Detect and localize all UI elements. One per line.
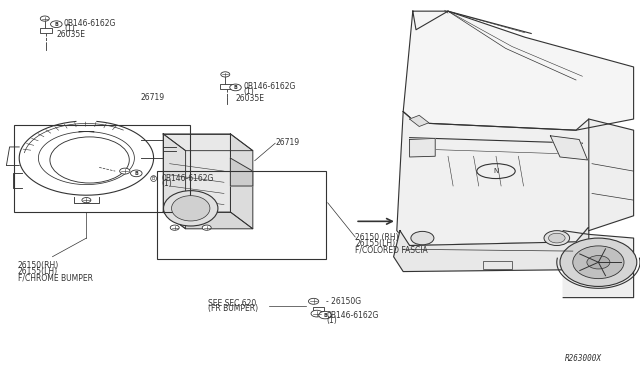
Text: 0B146-6162G: 0B146-6162G: [326, 311, 379, 320]
Ellipse shape: [573, 246, 624, 279]
Text: F/COLORED FASCIA: F/COLORED FASCIA: [355, 245, 428, 254]
Text: 26155(LH): 26155(LH): [355, 239, 396, 248]
Text: N: N: [493, 168, 499, 174]
Text: (1): (1): [64, 24, 75, 33]
Text: B: B: [323, 312, 327, 318]
Text: B: B: [134, 171, 138, 176]
Text: - 26150G: - 26150G: [326, 297, 362, 306]
Circle shape: [587, 256, 610, 269]
Ellipse shape: [560, 238, 637, 286]
Bar: [14, 125, 190, 212]
Text: 0B146-6162G: 0B146-6162G: [161, 174, 214, 183]
Polygon shape: [163, 212, 253, 229]
Circle shape: [221, 72, 230, 77]
Polygon shape: [589, 119, 634, 231]
Circle shape: [411, 231, 434, 245]
Circle shape: [51, 21, 62, 28]
Text: 26719: 26719: [275, 138, 300, 147]
Circle shape: [170, 225, 179, 230]
Text: R263000X: R263000X: [564, 354, 602, 363]
Polygon shape: [550, 136, 588, 160]
Text: (FR BUMPER): (FR BUMPER): [208, 304, 258, 313]
Bar: [483, 261, 512, 269]
Text: 26155(LH): 26155(LH): [18, 267, 58, 276]
Circle shape: [131, 170, 142, 177]
Text: 0B146-6162G: 0B146-6162G: [243, 82, 296, 91]
Text: 26150(RH): 26150(RH): [18, 261, 59, 270]
Circle shape: [548, 233, 565, 243]
Ellipse shape: [164, 191, 218, 226]
Circle shape: [544, 231, 570, 246]
Circle shape: [308, 298, 319, 304]
Text: (1): (1): [243, 87, 254, 96]
Polygon shape: [563, 231, 634, 298]
Polygon shape: [410, 138, 435, 157]
Polygon shape: [163, 134, 186, 229]
Text: 0B146-6162G: 0B146-6162G: [64, 19, 116, 28]
Polygon shape: [403, 11, 634, 130]
Text: 26035E: 26035E: [236, 94, 264, 103]
Text: 26719: 26719: [141, 93, 165, 102]
Text: F/CHROME BUMPER: F/CHROME BUMPER: [18, 273, 93, 282]
Text: B: B: [152, 176, 156, 181]
Text: 26150 (RH): 26150 (RH): [355, 233, 399, 242]
Circle shape: [40, 16, 49, 21]
Circle shape: [311, 310, 323, 317]
Text: (1): (1): [326, 316, 337, 325]
Text: SEE SEC.620: SEE SEC.620: [208, 299, 256, 308]
Circle shape: [120, 168, 130, 174]
Bar: [220, 84, 233, 89]
Circle shape: [230, 84, 241, 91]
Text: 26035E: 26035E: [56, 31, 85, 39]
Bar: [313, 307, 324, 311]
Polygon shape: [394, 227, 589, 272]
Text: B: B: [234, 85, 237, 90]
Text: (1): (1): [161, 179, 172, 188]
Polygon shape: [163, 134, 253, 151]
Polygon shape: [410, 115, 429, 126]
Text: B: B: [54, 22, 58, 27]
Polygon shape: [230, 134, 253, 229]
Polygon shape: [163, 134, 230, 212]
Bar: [40, 28, 52, 33]
Circle shape: [202, 225, 211, 230]
Circle shape: [82, 198, 91, 203]
Polygon shape: [230, 158, 253, 186]
Polygon shape: [397, 112, 589, 246]
Ellipse shape: [172, 196, 210, 221]
Bar: [157, 171, 326, 259]
Circle shape: [319, 311, 332, 319]
